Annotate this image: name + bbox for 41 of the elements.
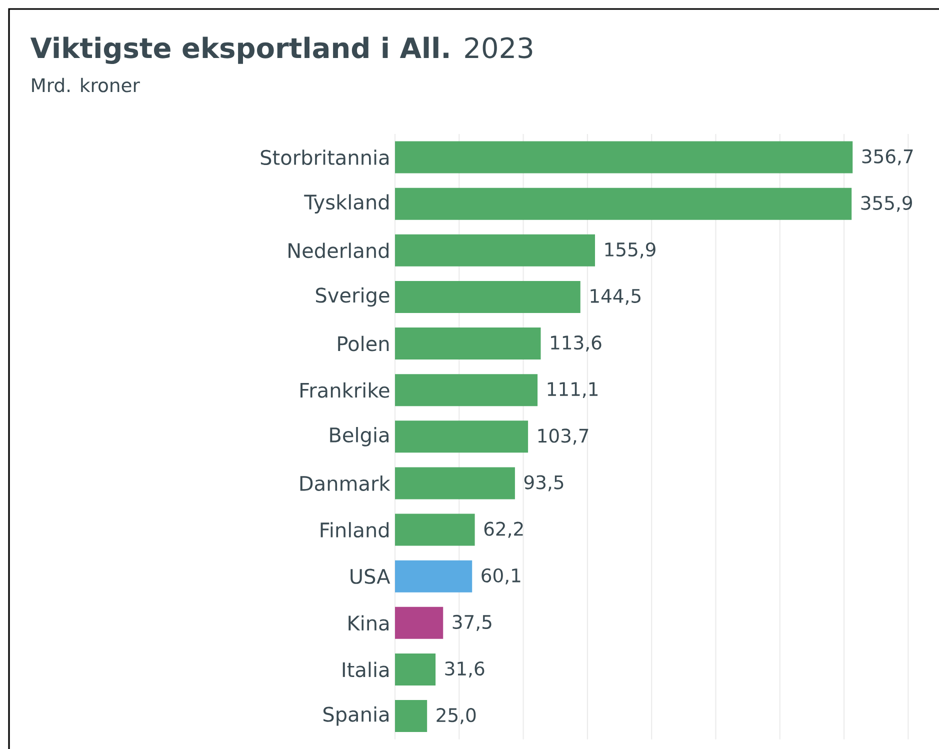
bar bbox=[395, 653, 436, 686]
data-label: 60,1 bbox=[482, 568, 520, 584]
y-tick-label: Storbritannia bbox=[260, 150, 388, 166]
bar bbox=[395, 560, 472, 592]
y-tick-label: USA bbox=[350, 568, 390, 584]
bar bbox=[395, 280, 580, 313]
y-tick-label: Italia bbox=[342, 662, 388, 678]
y-tick-label: Danmark bbox=[300, 476, 390, 491]
bar bbox=[395, 141, 853, 174]
y-tick-label: Nederland bbox=[288, 242, 388, 258]
bar bbox=[395, 188, 852, 220]
bar bbox=[395, 234, 596, 266]
bar bbox=[395, 328, 541, 360]
bar bbox=[395, 374, 538, 406]
y-tick-label: Polen bbox=[338, 336, 389, 352]
bar bbox=[395, 606, 444, 639]
y-tick-label: Tyskland bbox=[304, 194, 388, 214]
data-label: 356,7 bbox=[862, 149, 913, 166]
bar bbox=[395, 420, 528, 453]
chart-title: Viktigste eksportland i All. 2023 bbox=[30, 36, 532, 64]
data-label: 93,5 bbox=[524, 475, 564, 492]
y-tick-label: Finland bbox=[320, 522, 388, 538]
bar bbox=[395, 467, 515, 500]
data-label: 31,6 bbox=[445, 661, 484, 678]
data-label: 155,9 bbox=[605, 242, 656, 258]
bar bbox=[395, 514, 475, 546]
data-label: 62,2 bbox=[484, 522, 523, 538]
data-label: 25,0 bbox=[436, 708, 476, 724]
bar bbox=[395, 700, 428, 732]
y-tick-label: Spania bbox=[323, 706, 388, 726]
text: Mrd. kroner bbox=[32, 78, 140, 92]
y-tick-label: Kina bbox=[348, 615, 388, 631]
y-tick-label: Belgia bbox=[330, 427, 388, 446]
y-tick-label: Sverige bbox=[316, 287, 390, 307]
data-label: 103,7 bbox=[538, 428, 588, 445]
data-label: 37,5 bbox=[452, 614, 492, 631]
data-label: 355,9 bbox=[861, 196, 912, 212]
data-label: 144,5 bbox=[590, 289, 640, 305]
y-tick-label: Frankrike bbox=[300, 382, 390, 398]
data-label: 111,1 bbox=[548, 382, 598, 398]
data-label: 113,6 bbox=[551, 336, 602, 352]
